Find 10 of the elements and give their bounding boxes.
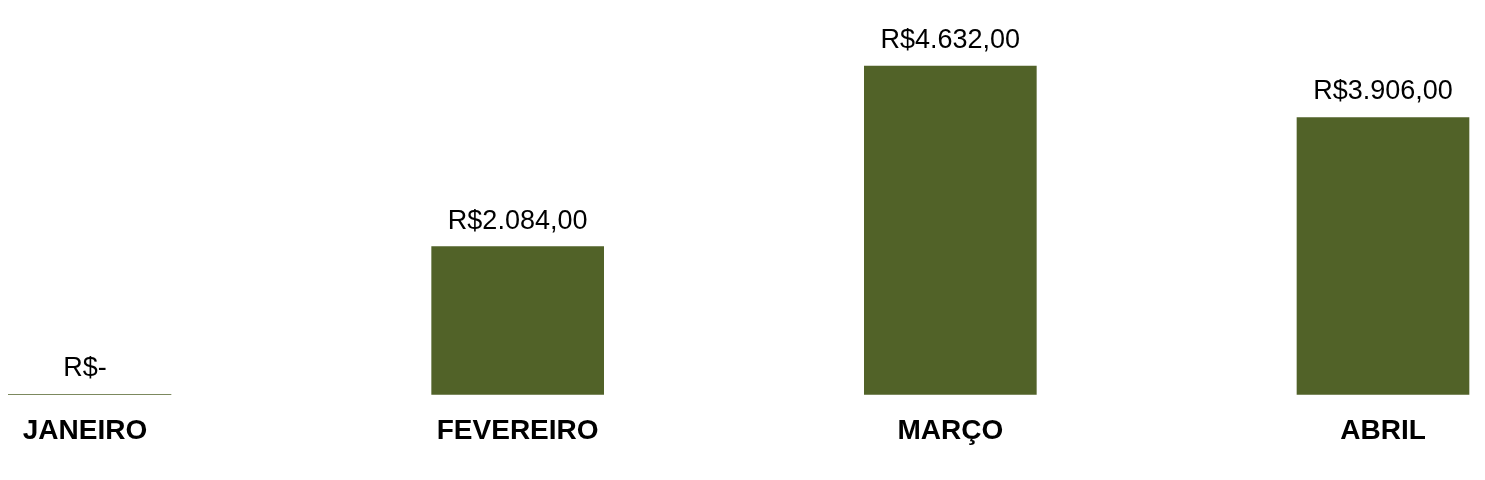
data-label: R$3.906,00: [1313, 75, 1453, 106]
data-label: R$4.632,00: [880, 23, 1021, 54]
x-tick-label: FEVEREIRO: [436, 413, 599, 445]
bar: [1296, 117, 1470, 395]
data-label: R$2.084,00: [447, 204, 588, 235]
data-label: R$-: [63, 352, 107, 383]
x-tick-label: JANEIRO: [22, 413, 148, 445]
bar: [864, 65, 1037, 395]
x-tick-label: ABRIL: [1340, 413, 1426, 445]
x-tick-label: MARÇO: [897, 413, 1004, 445]
